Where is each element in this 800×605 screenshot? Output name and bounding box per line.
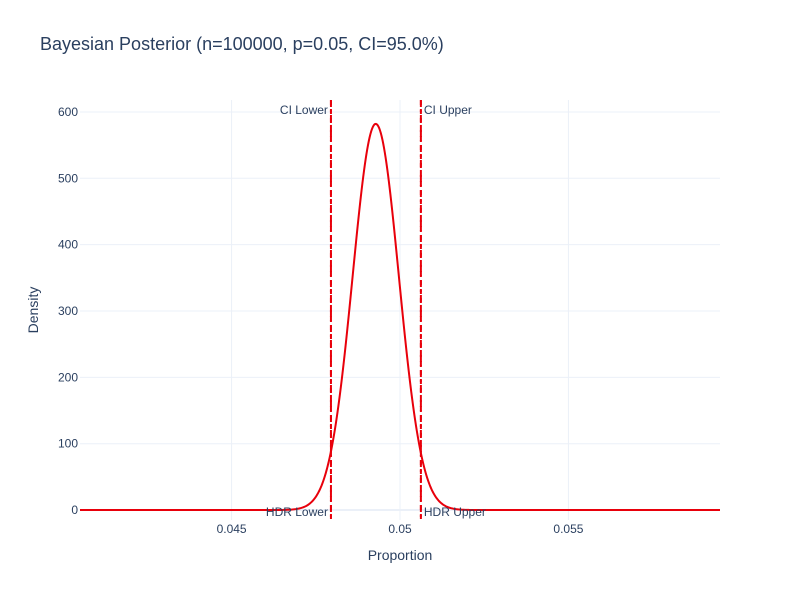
reference-lines [329, 100, 422, 520]
annotations: CI Lower CI Upper HDR Lower HDR Upper [266, 103, 486, 519]
y-tick-label: 100 [58, 437, 78, 451]
hdr-lower-label: HDR Lower [266, 505, 328, 519]
y-tick-label: 200 [58, 370, 78, 384]
x-axis: 0.045 0.05 0.055 [217, 522, 584, 536]
x-axis-label: Proportion [368, 547, 433, 563]
x-tick-label: 0.045 [217, 522, 247, 536]
x-tick-label: 0.055 [553, 522, 583, 536]
x-tick-label: 0.05 [388, 522, 412, 536]
ci-lower-label: CI Lower [280, 103, 328, 117]
ci-upper-label: CI Upper [424, 103, 472, 117]
y-tick-label: 300 [58, 304, 78, 318]
posterior-density-line [80, 122, 720, 512]
series-layer [80, 122, 720, 512]
hdr-upper-label: HDR Upper [424, 505, 486, 519]
y-tick-label: 400 [58, 238, 78, 252]
y-axis: 0 100 200 300 400 500 600 [58, 105, 78, 517]
y-axis-label: Density [25, 287, 41, 334]
y-tick-label: 0 [71, 503, 78, 517]
y-tick-label: 500 [58, 171, 78, 185]
chart-title: Bayesian Posterior (n=100000, p=0.05, CI… [40, 34, 444, 54]
y-tick-label: 600 [58, 105, 78, 119]
